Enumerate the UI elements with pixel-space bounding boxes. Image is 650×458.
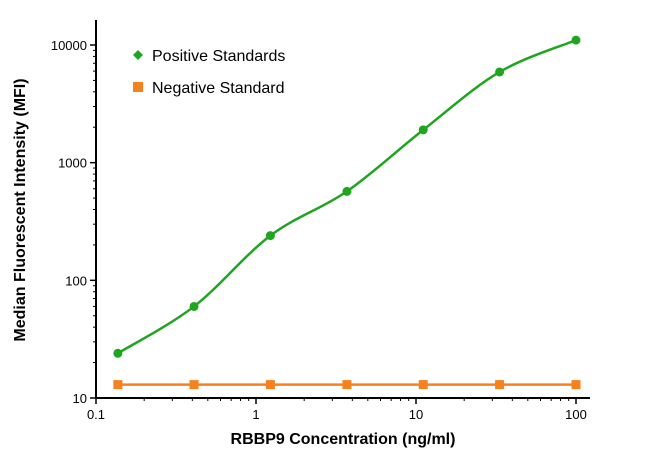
positive-standards-point bbox=[189, 301, 199, 311]
x-tick-label: 1 bbox=[252, 407, 259, 422]
y-tick-label: 100 bbox=[65, 273, 87, 288]
positive-standards-point bbox=[571, 35, 581, 45]
y-tick-label: 1000 bbox=[58, 156, 87, 171]
y-axis-title: Median Fluorescent Intensity (MFI) bbox=[12, 78, 29, 341]
negative-standard-point bbox=[418, 380, 428, 390]
positive-standards-point bbox=[265, 231, 275, 241]
legend-label-positive-standards: Positive Standards bbox=[152, 48, 285, 65]
x-tick-label: 10 bbox=[409, 407, 423, 422]
positive-standards-point bbox=[418, 125, 428, 135]
negative-standard-point bbox=[265, 380, 275, 390]
negative-standard-point bbox=[495, 380, 505, 390]
y-tick-label: 10000 bbox=[51, 38, 87, 53]
negative-standard-point bbox=[342, 380, 352, 390]
negative-standard-point bbox=[113, 380, 123, 390]
series-layer bbox=[113, 35, 581, 390]
x-axis-title: RBBP9 Concentration (ng/ml) bbox=[231, 431, 456, 448]
legend: Positive Standards Negative Standard bbox=[133, 48, 285, 97]
positive-standards-point bbox=[113, 348, 123, 358]
legend-marker-negative-standard bbox=[133, 82, 143, 92]
negative-standard-point bbox=[189, 380, 199, 390]
positive-standards-point bbox=[342, 186, 352, 196]
y-ticks: 10 100 1000 10000 bbox=[51, 38, 96, 406]
negative-standard-point bbox=[571, 380, 581, 390]
x-ticks: 0.1 1 10 100 bbox=[87, 398, 587, 422]
x-tick-label: 100 bbox=[565, 407, 587, 422]
x-tick-label: 0.1 bbox=[87, 407, 105, 422]
y-tick-label: 10 bbox=[73, 391, 87, 406]
legend-label-negative-standard: Negative Standard bbox=[152, 80, 285, 97]
legend-marker-positive-standards bbox=[133, 50, 143, 60]
positive-standards-point bbox=[495, 67, 505, 77]
